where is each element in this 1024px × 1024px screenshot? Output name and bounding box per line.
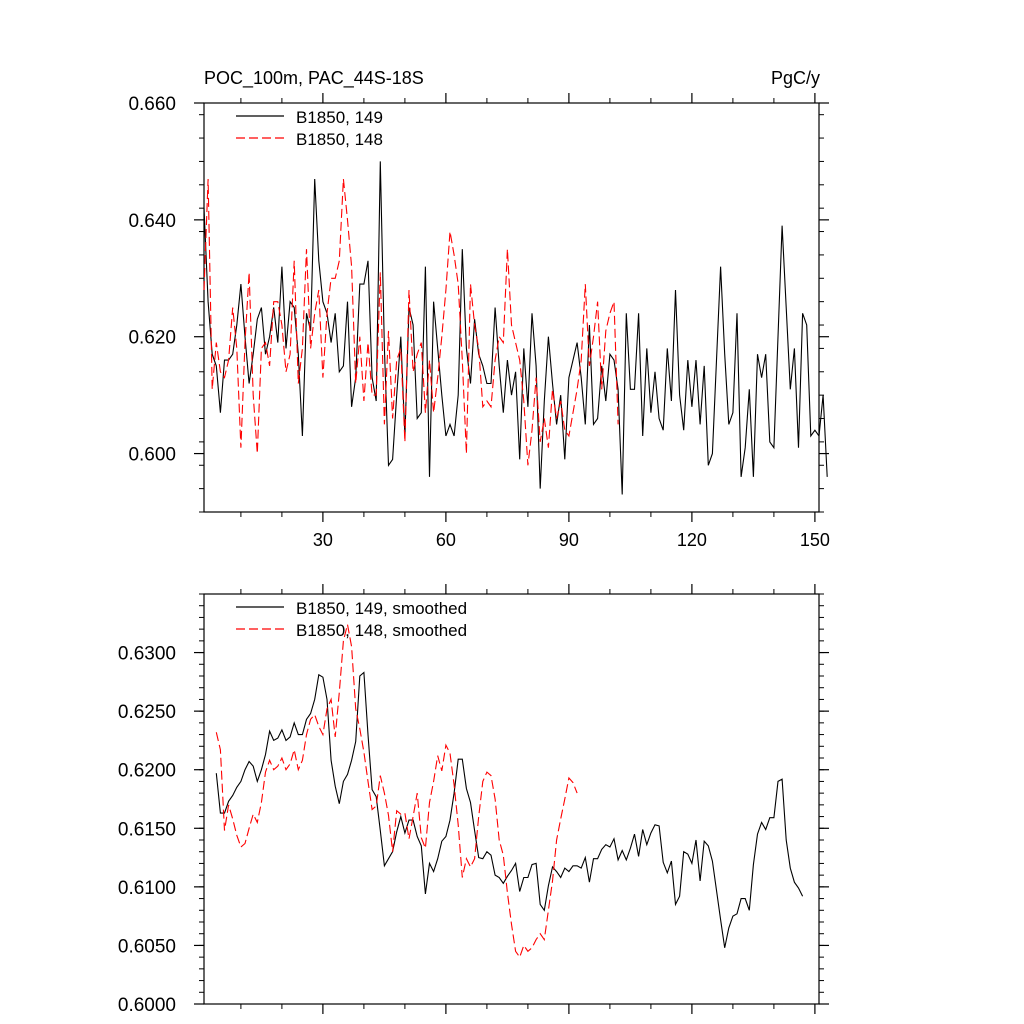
y-tick-label: 0.640 bbox=[128, 211, 176, 232]
series-line-2 bbox=[203, 178, 619, 466]
x-tick-label: 120 bbox=[677, 530, 707, 550]
series-line-2 bbox=[215, 624, 578, 959]
y-tick-label: 0.660 bbox=[128, 94, 176, 115]
chart-units: PgC/y bbox=[771, 68, 820, 88]
y-tick-label: 0.6150 bbox=[118, 819, 176, 840]
y-tick-label: 0.6000 bbox=[118, 995, 176, 1016]
series-line-1 bbox=[203, 161, 828, 495]
series-line-1 bbox=[215, 671, 804, 948]
x-tick-label: 150 bbox=[800, 530, 830, 550]
plot-frame bbox=[203, 593, 820, 1005]
y-tick-label: 0.6250 bbox=[118, 702, 176, 723]
x-tick-label: 30 bbox=[313, 530, 333, 550]
y-tick-label: 0.620 bbox=[128, 328, 176, 349]
y-tick-label: 0.6100 bbox=[118, 878, 176, 899]
legend-label-2: B1850, 148, smoothed bbox=[296, 621, 467, 640]
legend-label-2: B1850, 148 bbox=[296, 130, 383, 149]
y-tick-label: 0.6300 bbox=[118, 644, 176, 665]
chart-title: POC_100m, PAC_44S-18S bbox=[204, 68, 424, 89]
bottom-panel: 0.6000 0.6050 0.6100 0.6150 0.6200 0.6250 0.63… bbox=[118, 584, 829, 1016]
plot-frame bbox=[203, 102, 820, 513]
y-tick-label: 0.6050 bbox=[118, 936, 176, 957]
y-tick-label: 0.600 bbox=[128, 445, 176, 466]
top-panel: 30 60 90 120 150 0.600 0.620 0.640 0.660 B1850, 1… bbox=[128, 93, 830, 550]
y-tick-label: 0.6200 bbox=[118, 761, 176, 782]
x-tick-label: 90 bbox=[559, 530, 579, 550]
legend-label-1: B1850, 149 bbox=[296, 108, 383, 127]
legend-label-1: B1850, 149, smoothed bbox=[296, 599, 467, 618]
x-tick-label: 60 bbox=[436, 530, 456, 550]
